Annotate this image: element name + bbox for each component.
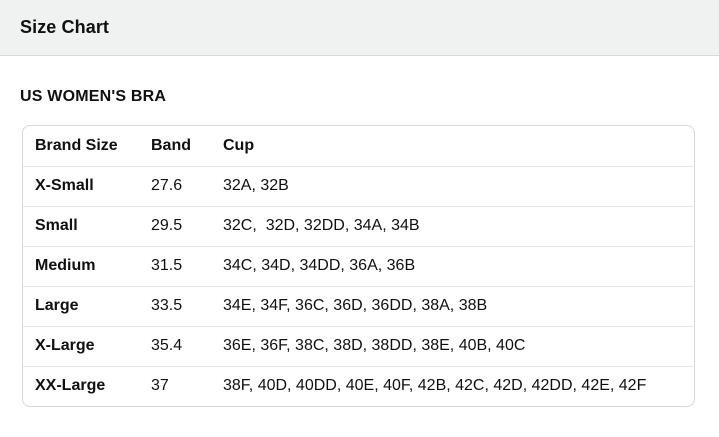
table-row: X-Small 27.6 32A, 32B (23, 165, 694, 206)
column-header-brand-size: Brand Size (35, 136, 118, 154)
brand-size-cell: Medium (23, 245, 139, 286)
cup-cell: 38F, 40D, 40DD, 40E, 40F, 42B, 42C, 42D,… (211, 365, 694, 406)
size-chart-table: Brand Size Band Cup X-Small 27.6 32A, 32… (23, 126, 694, 406)
cup-cell: 32A, 32B (211, 165, 694, 206)
table-row: Large 33.5 34E, 34F, 36C, 36D, 36DD, 38A… (23, 285, 694, 326)
band-cell: 37 (139, 365, 211, 406)
cup-cell: 34E, 34F, 36C, 36D, 36DD, 38A, 38B (211, 285, 694, 326)
brand-size-cell: Small (23, 205, 139, 246)
table-row: Medium 31.5 34C, 34D, 34DD, 36A, 36B (23, 245, 694, 286)
band-cell: 31.5 (139, 245, 211, 286)
band-cell: 35.4 (139, 325, 211, 366)
page-title: Size Chart (20, 17, 110, 37)
brand-size-cell: XX-Large (23, 365, 139, 406)
size-chart-table-container: Brand Size Band Cup X-Small 27.6 32A, 32… (22, 125, 695, 407)
brand-size-cell: Large (23, 285, 139, 326)
chart-section-title: US WOMEN'S BRA (20, 88, 167, 105)
column-header-band: Band (151, 136, 191, 154)
table-row: Small 29.5 32C, 32D, 32DD, 34A, 34B (23, 205, 694, 246)
band-cell: 27.6 (139, 165, 211, 206)
brand-size-cell: X-Large (23, 325, 139, 366)
band-cell: 33.5 (139, 285, 211, 326)
table-row: XX-Large 37 38F, 40D, 40DD, 40E, 40F, 42… (23, 365, 694, 406)
cup-cell: 34C, 34D, 34DD, 36A, 36B (211, 245, 694, 286)
band-cell: 29.5 (139, 205, 211, 246)
brand-size-cell: X-Small (23, 165, 139, 206)
modal-header: Size Chart (0, 0, 719, 56)
column-header-cup: Cup (223, 136, 255, 154)
cup-cell: 32C, 32D, 32DD, 34A, 34B (211, 205, 694, 246)
cup-cell: 36E, 36F, 38C, 38D, 38DD, 38E, 40B, 40C (211, 325, 694, 366)
table-row: X-Large 35.4 36E, 36F, 38C, 38D, 38DD, 3… (23, 325, 694, 366)
table-header-row: Brand Size Band Cup (23, 126, 694, 166)
